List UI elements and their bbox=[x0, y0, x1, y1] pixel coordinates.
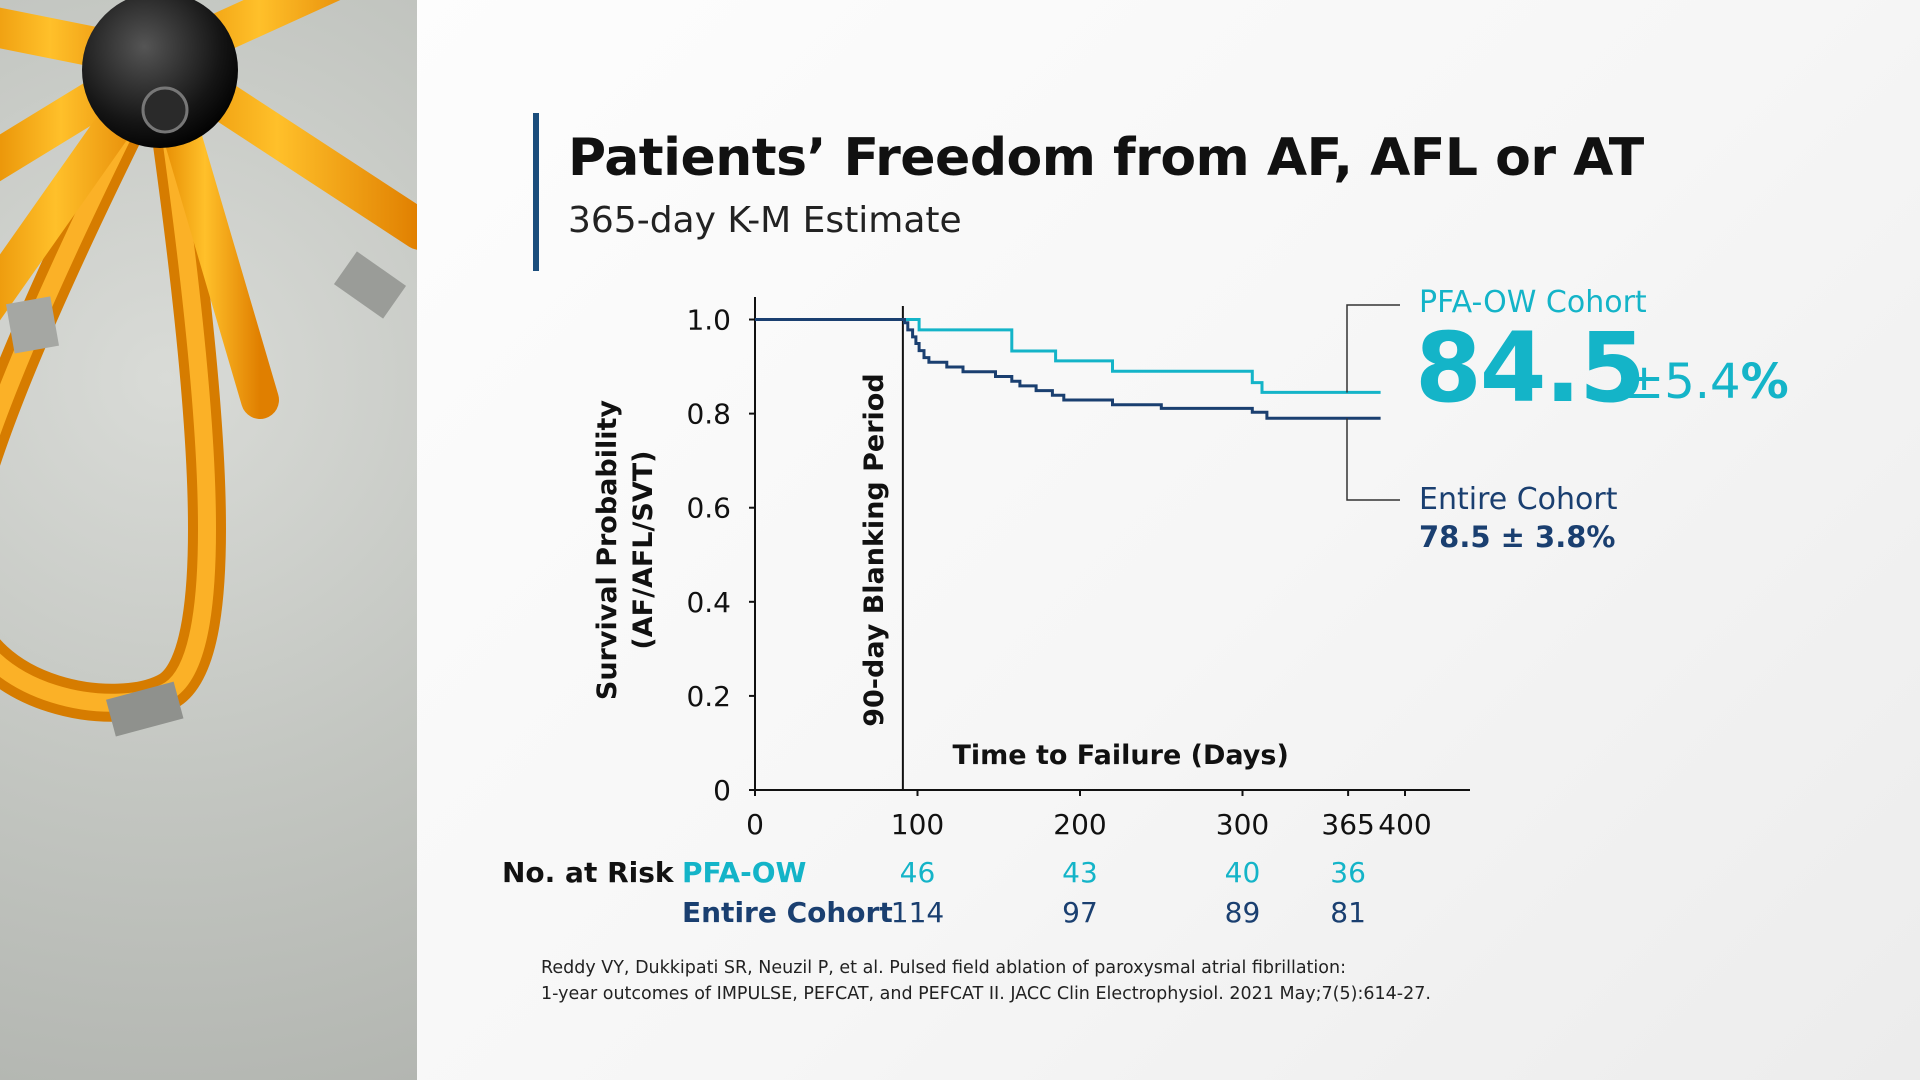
citation-line: Reddy VY, Dukkipati SR, Neuzil P, et al.… bbox=[541, 958, 1346, 978]
page-subtitle: 365-day K-M Estimate bbox=[568, 200, 962, 241]
risk-count: 40 bbox=[1225, 856, 1261, 889]
pfa-ci-value: ±5.4 bbox=[1624, 354, 1741, 410]
electrode bbox=[106, 681, 184, 737]
risk-table: No. at Risk PFA-OW Entire Cohort 46 43 40 3… bbox=[502, 856, 1366, 929]
series-line-pfa-ow bbox=[755, 318, 1381, 394]
y-axis-title-line2: (AF/AFL/SVT) bbox=[628, 451, 659, 650]
entire-callout-value: 78.5 ± 3.8% bbox=[1419, 520, 1616, 554]
x-axis-ticks: 0 100 200 300 365 400 bbox=[746, 790, 1432, 841]
pfa-callout-ci: ±5.4% bbox=[1624, 354, 1789, 410]
x-tick-label: 365 bbox=[1321, 808, 1374, 841]
x-tick-label: 400 bbox=[1378, 808, 1431, 841]
y-tick-label: 1.0 bbox=[686, 304, 731, 337]
catheter-hero-image bbox=[0, 0, 417, 1080]
x-tick-label: 100 bbox=[891, 808, 944, 841]
x-tick-label: 200 bbox=[1053, 808, 1106, 841]
risk-count: 97 bbox=[1062, 896, 1098, 929]
y-axis-title: Survival Probability bbox=[592, 400, 623, 701]
y-tick-label: 0 bbox=[713, 774, 731, 807]
y-tick-label: 0.6 bbox=[686, 492, 731, 525]
risk-count: 81 bbox=[1330, 896, 1366, 929]
electrode bbox=[333, 251, 407, 319]
series-lines bbox=[755, 318, 1381, 420]
x-axis-title: Time to Failure (Days) bbox=[952, 740, 1288, 771]
risk-table-header: No. at Risk bbox=[502, 856, 675, 889]
catheter-hub bbox=[82, 0, 238, 148]
pfa-callout-connector bbox=[1346, 304, 1400, 393]
risk-count: 36 bbox=[1330, 856, 1366, 889]
pfa-callout-value: 84.5 bbox=[1415, 312, 1646, 424]
citation: Reddy VY, Dukkipati SR, Neuzil P, et al.… bbox=[541, 955, 1431, 1007]
series-line-entire-cohort bbox=[755, 318, 1381, 420]
y-tick-label: 0.2 bbox=[686, 680, 731, 713]
risk-row-label-entire: Entire Cohort bbox=[682, 896, 893, 929]
x-tick-label: 0 bbox=[746, 808, 764, 841]
citation-line: 1-year outcomes of IMPULSE, PEFCAT, and … bbox=[541, 984, 1431, 1004]
risk-count: 43 bbox=[1062, 856, 1098, 889]
pfa-callout-label: PFA-OW Cohort bbox=[1419, 285, 1647, 320]
x-tick-label: 300 bbox=[1216, 808, 1269, 841]
chart-axes bbox=[754, 297, 1470, 792]
risk-count: 89 bbox=[1225, 896, 1261, 929]
entire-callout-connector bbox=[1346, 418, 1400, 501]
entire-callout-label: Entire Cohort bbox=[1419, 482, 1618, 517]
electrode bbox=[5, 296, 59, 354]
pfa-ci-percent: % bbox=[1740, 354, 1789, 410]
risk-count: 46 bbox=[900, 856, 936, 889]
catheter-illustration bbox=[0, 0, 417, 737]
page-title: Patients’ Freedom from AF, AFL or AT bbox=[568, 128, 1644, 188]
title-accent-bar bbox=[533, 113, 539, 271]
callout-connectors bbox=[1346, 304, 1400, 501]
y-axis-ticks: 0 0.2 0.4 0.6 0.8 1.0 bbox=[686, 304, 755, 807]
risk-row-label-pfa: PFA-OW bbox=[682, 856, 807, 889]
blanking-period-label: 90-day Blanking Period bbox=[859, 373, 890, 726]
y-tick-label: 0.8 bbox=[686, 398, 731, 431]
y-tick-label: 0.4 bbox=[686, 586, 731, 619]
risk-count: 114 bbox=[891, 896, 944, 929]
